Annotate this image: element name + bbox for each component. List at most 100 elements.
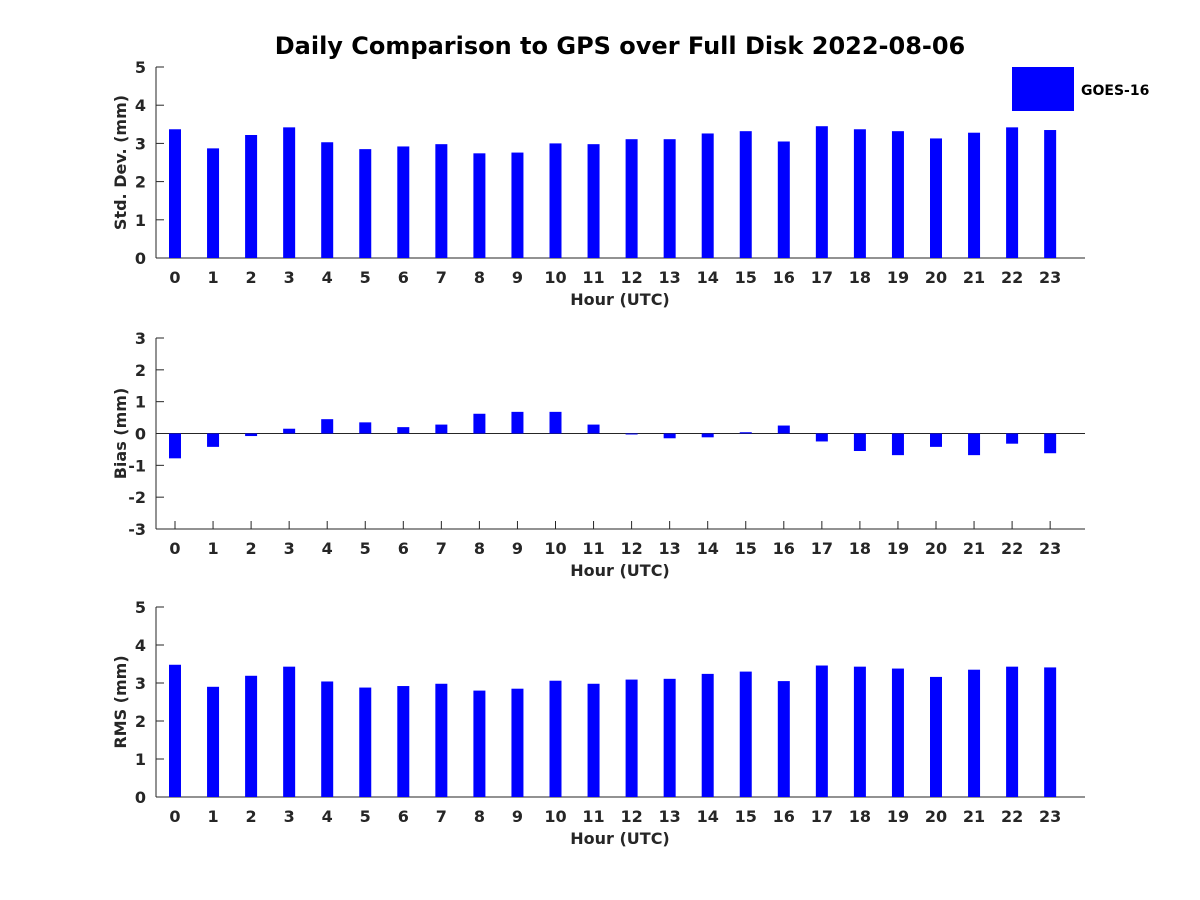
bar-hour-21 xyxy=(968,433,981,456)
x-tick-label: 20 xyxy=(925,268,947,287)
bar-hour-4 xyxy=(321,681,334,797)
bar-hour-17 xyxy=(815,126,828,259)
bar-hour-13 xyxy=(663,678,676,797)
x-tick-label: 14 xyxy=(697,268,719,287)
x-tick-label: 5 xyxy=(360,807,371,826)
x-tick-label: 12 xyxy=(620,539,642,558)
bar-hour-20 xyxy=(930,433,942,447)
bar-hour-9 xyxy=(511,152,524,258)
bar-hour-14 xyxy=(701,133,714,258)
bar-hour-8 xyxy=(473,413,486,434)
y-tick-label: 2 xyxy=(135,361,146,380)
x-tick-label: 16 xyxy=(773,539,795,558)
bar-hour-14 xyxy=(701,673,714,797)
bar-hour-15 xyxy=(739,432,752,434)
x-tick-label: 20 xyxy=(925,807,947,826)
bar-hour-7 xyxy=(435,424,448,434)
x-tick-label: 3 xyxy=(284,268,295,287)
x-tick-label: 2 xyxy=(246,268,257,287)
bar-hour-14 xyxy=(701,433,714,438)
bar-hour-2 xyxy=(245,675,258,797)
bar-hour-5 xyxy=(359,687,372,797)
y-tick-label: 1 xyxy=(135,211,146,230)
x-tick-label: 4 xyxy=(322,268,333,287)
x-tick-label: 14 xyxy=(697,539,719,558)
x-tick-label: 11 xyxy=(582,539,604,558)
x-tick-label: 6 xyxy=(398,539,409,558)
bar-hour-11 xyxy=(587,683,600,797)
bar-hour-1 xyxy=(207,433,220,447)
x-tick-label: 20 xyxy=(925,539,947,558)
y-tick-label: 0 xyxy=(135,788,146,807)
x-tick-label: 23 xyxy=(1039,268,1061,287)
y-tick-label: 2 xyxy=(135,173,146,192)
legend: GOES-16 xyxy=(1012,67,1149,111)
bar-hour-17 xyxy=(815,433,828,442)
bar-hour-13 xyxy=(663,433,676,439)
x-tick-label: 18 xyxy=(849,268,871,287)
x-tick-label: 22 xyxy=(1001,539,1023,558)
bar-hour-9 xyxy=(511,411,524,434)
x-tick-label: 0 xyxy=(169,539,180,558)
bar-hour-2 xyxy=(245,433,258,437)
x-tick-label: 6 xyxy=(398,807,409,826)
legend-label: GOES-16 xyxy=(1081,83,1149,99)
x-tick-label: 13 xyxy=(659,268,681,287)
bar-hour-18 xyxy=(853,433,866,452)
y-tick-label: 0 xyxy=(135,425,146,444)
bar-hour-8 xyxy=(473,690,486,797)
bar-hour-20 xyxy=(930,138,942,258)
y-tick-label: 3 xyxy=(135,134,146,153)
x-tick-label: 1 xyxy=(207,268,218,287)
x-tick-label: 3 xyxy=(284,539,295,558)
x-tick-label: 7 xyxy=(436,539,447,558)
y-tick-label: 1 xyxy=(135,750,146,769)
x-tick-label: 21 xyxy=(963,268,985,287)
bar-hour-23 xyxy=(1044,667,1057,797)
x-tick-label: 9 xyxy=(512,807,523,826)
x-tick-label: 2 xyxy=(246,539,257,558)
y-tick-label: -1 xyxy=(128,456,146,475)
bar-hour-19 xyxy=(891,668,904,797)
x-tick-label: 18 xyxy=(849,539,871,558)
bar-hour-3 xyxy=(283,127,296,258)
x-tick-label: 19 xyxy=(887,268,909,287)
y-tick-label: 0 xyxy=(135,249,146,268)
y-tick-label: 4 xyxy=(135,636,146,655)
bar-hour-13 xyxy=(663,139,676,258)
x-tick-label: 18 xyxy=(849,807,871,826)
x-tick-label: 15 xyxy=(735,268,757,287)
bar-hour-19 xyxy=(891,433,904,456)
y-axis-label: Std. Dev. (mm) xyxy=(111,95,130,230)
bar-hour-12 xyxy=(625,679,638,797)
bar-hour-7 xyxy=(435,144,448,258)
y-tick-label: 3 xyxy=(135,674,146,693)
x-tick-label: 17 xyxy=(811,807,833,826)
bar-hour-22 xyxy=(1006,433,1019,444)
bar-hour-12 xyxy=(625,433,638,435)
legend-swatch xyxy=(1012,67,1074,111)
x-tick-label: 23 xyxy=(1039,539,1061,558)
bar-hour-0 xyxy=(169,129,181,258)
x-tick-label: 8 xyxy=(474,539,485,558)
bar-hour-11 xyxy=(587,424,600,434)
x-axis-label: Hour (UTC) xyxy=(570,829,670,848)
x-tick-label: 3 xyxy=(284,807,295,826)
x-tick-label: 22 xyxy=(1001,268,1023,287)
bar-hour-16 xyxy=(777,681,790,797)
y-tick-label: 5 xyxy=(135,58,146,77)
bar-hour-15 xyxy=(739,131,752,258)
x-tick-label: 17 xyxy=(811,268,833,287)
x-tick-label: 19 xyxy=(887,539,909,558)
bar-hour-9 xyxy=(511,688,524,797)
bar-hour-0 xyxy=(169,433,181,459)
x-tick-label: 9 xyxy=(512,268,523,287)
x-tick-label: 17 xyxy=(811,539,833,558)
x-tick-label: 7 xyxy=(436,268,447,287)
bar-hour-16 xyxy=(777,425,790,434)
x-tick-label: 2 xyxy=(246,807,257,826)
bar-hour-18 xyxy=(853,129,866,258)
